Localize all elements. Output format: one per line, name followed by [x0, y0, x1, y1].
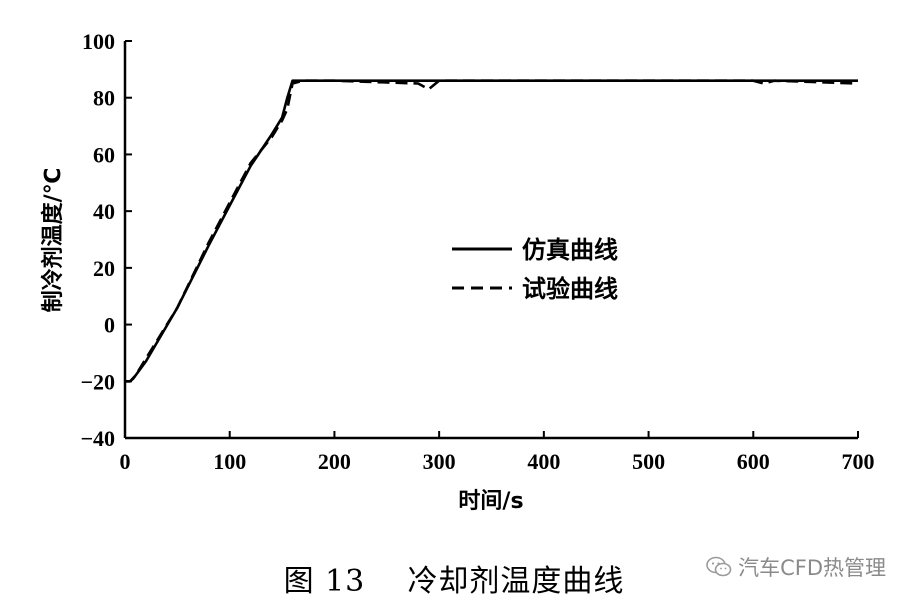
y-tick-label: 80: [93, 86, 115, 111]
x-tick-label: 300: [423, 449, 456, 474]
chart-ticks: 0 100 200 300 400 500 600 700 −40 −20 0 20 40 60 80 100: [80, 29, 874, 474]
x-tick-label: 600: [737, 449, 770, 474]
y-tick-label: −40: [80, 426, 115, 451]
x-axis-label: 时间/s: [458, 489, 523, 514]
y-tick-label: −20: [80, 369, 115, 394]
x-tick-label: 100: [213, 449, 246, 474]
x-tick-label: 400: [527, 449, 560, 474]
y-axis-label: 制冷剂温度/℃: [40, 168, 66, 313]
watermark-text: 汽车CFD热管理: [738, 556, 886, 580]
chart-series: [125, 79, 859, 383]
figure-title: 冷却剂温度曲线: [407, 564, 625, 599]
chart: 0 100 200 300 400 500 600 700 −40 −20 0 20 40 60 80 100…: [40, 29, 875, 514]
figure-caption: 图 13 冷却剂温度曲线: [0, 556, 908, 600]
figure-label: 图 13: [283, 564, 366, 599]
series-line-simulation: [125, 79, 858, 383]
y-tick-label: 40: [93, 199, 115, 224]
y-tick-label: 60: [93, 142, 115, 167]
y-tick-label: 0: [104, 313, 115, 338]
legend-label-simulation: 仿真曲线: [522, 236, 618, 264]
legend: 仿真曲线 试验曲线: [452, 236, 618, 303]
x-tick-label: 200: [318, 449, 351, 474]
x-tick-label: 500: [632, 449, 665, 474]
x-tick-label: 0: [120, 449, 131, 474]
legend-label-experiment: 试验曲线: [522, 275, 618, 303]
x-tick-label: 700: [842, 449, 875, 474]
chart-axes: [123, 41, 858, 440]
series-line-experiment: [125, 79, 859, 383]
wechat-icon: [706, 556, 732, 577]
watermark: 汽车CFD热管理: [706, 552, 886, 582]
y-tick-label: 100: [82, 29, 115, 54]
y-tick-label: 20: [93, 256, 115, 281]
